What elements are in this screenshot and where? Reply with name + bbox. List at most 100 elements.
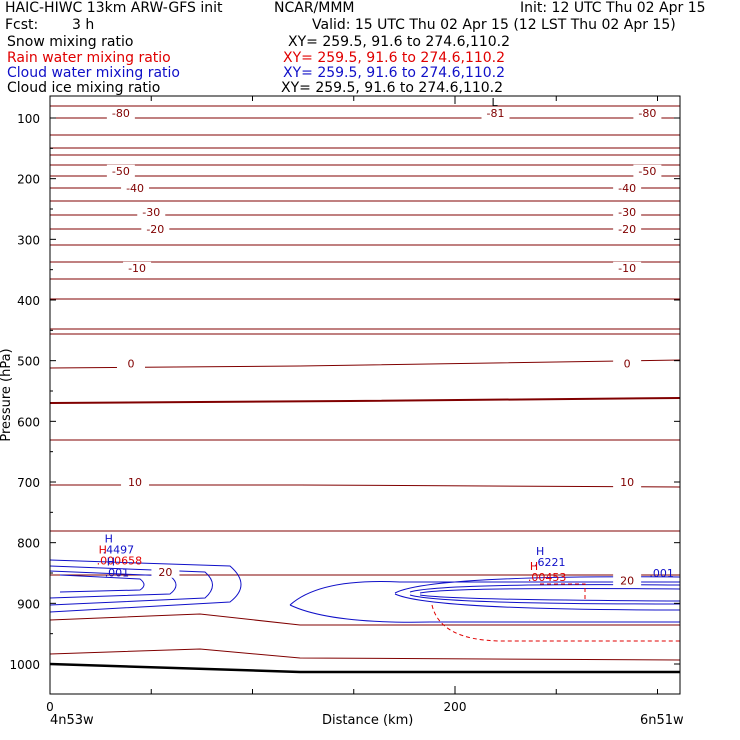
extremum-marker: L	[491, 96, 498, 109]
temperature-contour-label: -30	[618, 206, 636, 219]
cloud-water-contour	[394, 593, 681, 611]
ground-surface-line	[49, 662, 680, 674]
temperature-contour-label: -50	[638, 165, 656, 178]
extremum-marker: H	[99, 544, 107, 557]
contour-label-bg	[106, 164, 135, 177]
cloud-water-contour	[289, 604, 680, 623]
valid-time: Valid: 15 UTC Thu 02 Apr 15 (12 LST Thu …	[312, 17, 676, 33]
extremum-marker: H	[530, 560, 538, 573]
extremum-marker: H	[536, 545, 544, 558]
y-tick-label: 200	[17, 173, 40, 187]
left-endpoint-label: 4n53w	[50, 713, 94, 728]
forecast-hours: 3 h	[72, 17, 95, 33]
temperature-contour-label: -80	[638, 107, 656, 120]
temperature-contour-label: -80	[112, 107, 130, 120]
ground-surface	[49, 662, 680, 674]
isotherm-line	[49, 397, 681, 404]
temperature-contour-label: -50	[112, 165, 130, 178]
temperature-contour-label: -30	[142, 206, 160, 219]
temperature-contour-label: -20	[618, 223, 636, 236]
temperature-contour-label: -10	[128, 262, 146, 275]
y-tick-label: 1000	[9, 658, 40, 672]
contour-labels: -80 -81 -80-50 -50-40 -40-30 -30-20 -20-10 -100…	[106, 107, 662, 587]
contour-label-bg	[613, 181, 642, 194]
cloud-water-contours	[49, 559, 681, 623]
temperature-contour-label: 20	[620, 574, 634, 587]
y-tick-label: 100	[17, 112, 40, 126]
y-tick-label: 700	[17, 476, 40, 490]
field-rain-label: Rain water mixing ratio	[7, 50, 171, 66]
contour-label-bg	[613, 206, 642, 219]
extremum-value: .4497	[103, 544, 135, 557]
cloud-water-contour	[419, 594, 681, 602]
field-cloud-water-label: Cloud water mixing ratio	[7, 65, 180, 81]
temperature-contour-label: -20	[146, 223, 164, 236]
y-tick-label: 600	[17, 415, 40, 429]
contour-label-bg	[613, 261, 642, 274]
contour-label-bg	[613, 476, 642, 488]
x-axis-title: Distance (km)	[322, 713, 414, 728]
contour-label-bg	[137, 206, 166, 219]
y-tick-label: 900	[17, 597, 40, 611]
temperature-contour-label: -10	[618, 262, 636, 275]
field-snow-xy: XY= 259.5, 91.6 to 274.6,110.2	[288, 34, 511, 50]
temperature-contour-label: 10	[128, 476, 142, 489]
cloud-water-contour	[289, 581, 680, 606]
contour-label-bg	[613, 357, 642, 370]
right-endpoint-label: 6n51w	[640, 713, 684, 728]
contour-label-bg	[151, 565, 180, 578]
x-tick-label: 200	[444, 700, 467, 714]
extremum-marker: H	[107, 556, 115, 569]
extremum-value: .001	[649, 567, 674, 580]
extremum-value: .6221	[534, 556, 566, 569]
temperature-contour-label: 10	[620, 476, 634, 489]
contour-label-bg	[121, 476, 150, 488]
rain-water-contours	[431, 583, 680, 642]
x-tick-label: 0	[46, 700, 54, 714]
contour-label-bg	[613, 574, 642, 587]
y-tick-label: 400	[17, 294, 40, 308]
field-cloud-water-xy: XY= 259.5, 91.6 to 274.6,110.2	[283, 65, 506, 81]
temperature-contour-label: -40	[618, 182, 636, 195]
model-title: HAIC-HIWC 13km ARW-GFS init	[5, 0, 223, 16]
contour-label-bg	[633, 107, 662, 120]
temperature-contours	[49, 105, 681, 661]
contour-label-bg	[633, 164, 662, 177]
plot-frame	[49, 95, 681, 695]
extremum-value: .001	[105, 567, 130, 580]
cloud-water-contour	[49, 565, 213, 606]
field-cloud-ice-label: Cloud ice mixing ratio	[7, 80, 161, 96]
y-axis-title: Pressure (hPa)	[0, 348, 14, 442]
cloud-water-contour	[59, 574, 145, 593]
temperature-contour-label: 0	[624, 358, 631, 371]
contour-label-bg	[613, 223, 642, 236]
cloud-water-contour	[419, 588, 681, 594]
temperature-contour-label: -81	[487, 107, 505, 120]
temperature-contour-label: -40	[126, 182, 144, 195]
y-tick-label: 500	[17, 355, 40, 369]
institution-title: NCAR/MMM	[274, 0, 355, 16]
extremum-value: .00453	[528, 571, 567, 584]
cloud-water-contour	[49, 559, 242, 613]
extremum-value: .000658	[97, 555, 143, 568]
contour-label-bg	[121, 181, 150, 194]
isotherm-line	[49, 613, 680, 626]
temperature-contour-label: 0	[128, 358, 135, 371]
rain-water-contour	[431, 604, 680, 642]
temperature-contour-label: 20	[158, 566, 172, 579]
field-rain-xy: XY= 259.5, 91.6 to 274.6,110.2	[283, 50, 506, 66]
isotherm-line	[49, 648, 681, 661]
y-tick-label: 800	[17, 537, 40, 551]
cloud-water-contour	[409, 594, 681, 605]
contour-label-bg	[481, 107, 510, 120]
contour-label-bg	[141, 223, 170, 236]
contour-label-bg	[117, 357, 145, 370]
rain-water-contour	[540, 583, 586, 600]
contour-label-bg	[123, 261, 152, 274]
y-tick-label: 300	[17, 233, 40, 247]
init-time: Init: 12 UTC Thu 02 Apr 15	[520, 0, 706, 16]
field-snow-label: Snow mixing ratio	[7, 34, 134, 50]
